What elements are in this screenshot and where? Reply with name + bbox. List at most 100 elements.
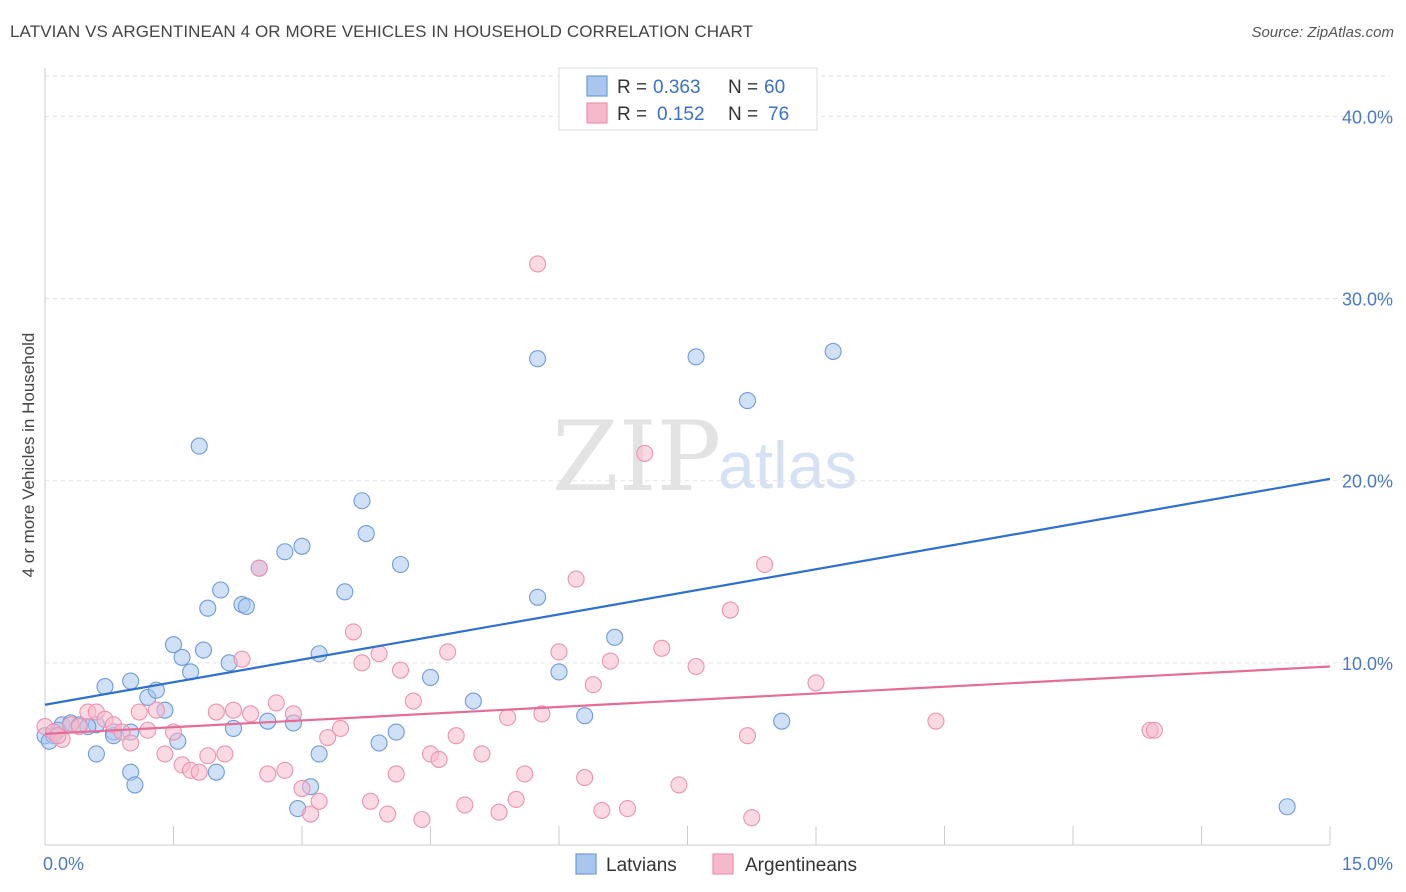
argentinean-point [139, 721, 157, 739]
latvian-point [353, 492, 371, 510]
latvian-point [824, 342, 842, 360]
argentinean-point [756, 555, 774, 574]
latvian-point [310, 745, 328, 763]
argentinean-point [293, 779, 311, 798]
argentinean-point [439, 643, 457, 661]
argentinean-point [216, 745, 234, 763]
argentinean-point [1145, 721, 1163, 739]
legend-r-label-latvians: R = [617, 77, 647, 98]
argentinean-point [507, 790, 525, 809]
argentinean-point [49, 727, 67, 745]
argentinean-point [550, 643, 568, 661]
latvian-point [550, 663, 568, 681]
argentinean-point [259, 765, 277, 783]
argentinean-point [344, 623, 362, 641]
latvian-point [293, 537, 311, 555]
latvian-point [391, 555, 410, 574]
bottom-legend-swatch-argentineans [712, 853, 734, 875]
argentinean-point [413, 810, 431, 829]
argentinean-point [276, 761, 294, 779]
argentinean-point [807, 674, 825, 692]
latvian-point [310, 645, 328, 663]
y-axis-title: 4 or more Vehicles in Household [19, 333, 38, 578]
latvian-point [387, 723, 405, 741]
latvian-point [773, 712, 791, 730]
latvian-point [1278, 798, 1296, 816]
legend-r-value-latvians: 0.363 [653, 77, 701, 98]
argentinean-point [242, 705, 260, 723]
argentinean-point [927, 712, 945, 730]
argentinean-point [687, 657, 705, 676]
argentinean-point [130, 703, 148, 721]
legend-r-value-argentineans: 0.152 [657, 104, 705, 125]
watermark-atlas: atlas [718, 428, 857, 502]
argentinean-point [156, 745, 174, 763]
argentinean-point [361, 792, 380, 810]
chart-title: LATVIAN VS ARGENTINEAN 4 OR MORE VEHICLE… [10, 22, 754, 41]
argentinean-point [738, 727, 757, 745]
latvian-point [687, 348, 705, 366]
latvian-point [529, 588, 547, 606]
latvian-point [464, 692, 482, 710]
latvian-point [207, 763, 225, 781]
argentinean-point [653, 639, 671, 657]
argentinean-point [379, 805, 397, 823]
gridlines [45, 75, 1390, 664]
latvian-point [212, 581, 230, 599]
argentinean-point [370, 645, 388, 663]
argentinean-point [267, 694, 285, 712]
argentinean-point [473, 745, 491, 763]
latvian-point [164, 636, 183, 654]
argentinean-point [122, 734, 140, 752]
latvian-point [370, 734, 388, 752]
latvian-trend-line [44, 477, 1331, 706]
argentinean-point [391, 661, 410, 679]
argentinean-point [233, 650, 251, 668]
argentinean-point [456, 796, 474, 814]
argentinean-point [618, 800, 637, 818]
bottom-legend-latvians: Latvians [606, 855, 677, 876]
argentinean-point [224, 701, 243, 719]
argentinean-point [310, 792, 328, 810]
latvian-point [606, 628, 624, 646]
argentinean-point [199, 747, 217, 765]
legend-n-label-argentineans: N = [728, 104, 758, 125]
argentinean-point [567, 570, 585, 588]
y-tick-label: 10.0% [1342, 654, 1393, 674]
latvian-point [357, 524, 375, 543]
latvian-point [122, 672, 140, 690]
latvian-point [336, 583, 354, 601]
legend-n-value-argentineans: 76 [768, 104, 789, 125]
legend-n-label-latvians: N = [728, 77, 758, 98]
argentinean-point [250, 559, 268, 577]
latvian-point [190, 437, 208, 455]
chart-source: Source: ZipAtlas.com [1251, 24, 1394, 41]
axes [44, 68, 1331, 846]
latvian-point [194, 641, 213, 659]
argentinean-point [207, 703, 225, 721]
latvian-point [237, 597, 255, 615]
x-tick-label-min: 0.0% [43, 854, 84, 874]
argentinean-point [331, 719, 350, 737]
argentinean-point [499, 708, 517, 727]
latvian-point [87, 745, 105, 763]
argentinean-point [601, 652, 619, 670]
argentinean-trend-line [44, 665, 1331, 735]
latvian-point [199, 599, 217, 617]
bottom-legend-swatch-latvians [575, 853, 597, 875]
top-legend: R = 0.363 N = 60 R = 0.152 N = 76 [558, 67, 818, 131]
argentinean-point [70, 718, 88, 736]
argentinean-point [353, 654, 371, 672]
argentinean-point [516, 765, 534, 783]
legend-r-label-argentineans: R = [617, 104, 647, 125]
argentinean-point [743, 809, 761, 827]
y-tick-label: 20.0% [1342, 472, 1393, 492]
y-tick-label: 40.0% [1342, 107, 1393, 127]
latvian-point [276, 543, 294, 561]
argentinean-point [636, 444, 654, 462]
latvian-point [529, 350, 547, 368]
argentinean-point [670, 776, 688, 794]
argentinean-point [284, 705, 302, 723]
tick-labels: 10.0% 20.0% 30.0% 40.0% 0.0% 15.0% [43, 107, 1393, 874]
